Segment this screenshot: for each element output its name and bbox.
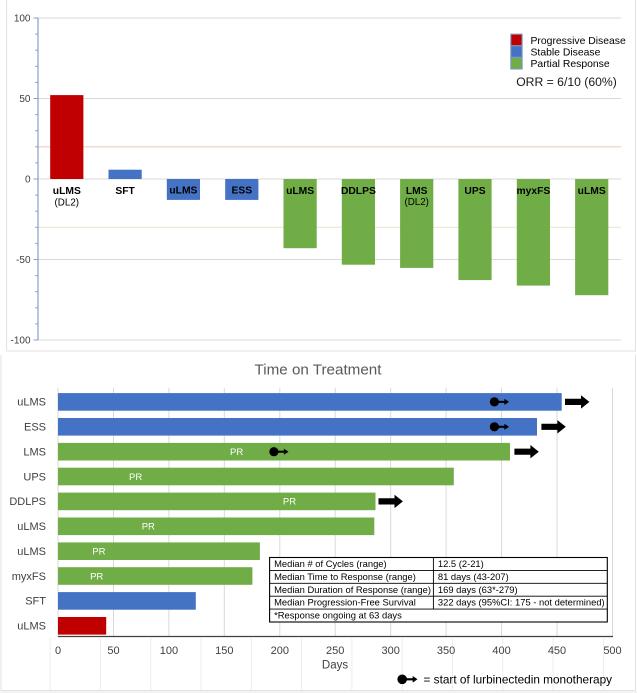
svg-text:350: 350 xyxy=(437,645,455,657)
svg-text:UPS: UPS xyxy=(464,186,485,197)
svg-text:uLMS: uLMS xyxy=(17,621,46,633)
svg-text:PR: PR xyxy=(129,472,142,483)
svg-text:500: 500 xyxy=(603,645,621,657)
svg-text:0: 0 xyxy=(55,645,61,657)
svg-text:-100: -100 xyxy=(10,336,30,347)
svg-text:12.5 (2-21): 12.5 (2-21) xyxy=(438,558,484,569)
svg-text:450: 450 xyxy=(548,645,566,657)
svg-text:uLMS: uLMS xyxy=(17,546,46,558)
svg-text:0: 0 xyxy=(25,175,31,186)
svg-text:uLMS: uLMS xyxy=(578,186,606,197)
svg-text:(DL2): (DL2) xyxy=(55,197,80,208)
svg-text:uLMS: uLMS xyxy=(17,397,46,409)
svg-text:uLMS: uLMS xyxy=(53,186,81,197)
svg-text:ORR = 6/10 (60%): ORR = 6/10 (60%) xyxy=(516,75,617,89)
svg-text:Median # of Cycles (range): Median # of Cycles (range) xyxy=(274,558,387,569)
svg-text:SFT: SFT xyxy=(115,186,135,197)
svg-text:UPS: UPS xyxy=(23,471,46,483)
svg-text:150: 150 xyxy=(215,645,233,657)
svg-text:*Response ongoing at 63 days: *Response ongoing at 63 days xyxy=(274,610,402,621)
svg-text:50: 50 xyxy=(107,645,119,657)
svg-text:PR: PR xyxy=(92,547,105,558)
svg-text:81 days (43-207): 81 days (43-207) xyxy=(438,571,509,582)
svg-text:400: 400 xyxy=(492,645,510,657)
svg-text:(DL2): (DL2) xyxy=(404,197,429,208)
svg-text:myxFS: myxFS xyxy=(12,571,46,583)
svg-text:100: 100 xyxy=(160,645,178,657)
svg-text:Progressive Disease: Progressive Disease xyxy=(531,36,627,47)
svg-text:PR: PR xyxy=(230,447,243,458)
svg-text:ESS: ESS xyxy=(24,422,46,434)
svg-text:-50: -50 xyxy=(16,255,31,266)
svg-text:169 days (63*-279): 169 days (63*-279) xyxy=(438,584,518,595)
svg-text:250: 250 xyxy=(326,645,344,657)
svg-text:Partial Response: Partial Response xyxy=(531,59,610,70)
svg-text:PR: PR xyxy=(90,571,103,582)
svg-text:200: 200 xyxy=(271,645,289,657)
svg-text:50: 50 xyxy=(19,94,31,105)
svg-text:Median Progression-Free Surviv: Median Progression-Free Survival xyxy=(274,597,416,608)
svg-text:uLMS: uLMS xyxy=(286,186,314,197)
svg-text:myxFS: myxFS xyxy=(517,186,551,197)
svg-text:PR: PR xyxy=(142,522,155,533)
svg-text:Median Time to Response (range: Median Time to Response (range) xyxy=(274,571,416,582)
svg-text:DDLPS: DDLPS xyxy=(9,496,46,508)
svg-text:322 days (95%CI: 175 - not det: 322 days (95%CI: 175 - not determined) xyxy=(438,597,605,608)
svg-text:SFT: SFT xyxy=(25,596,46,608)
svg-text:Days: Days xyxy=(322,660,348,672)
svg-text:Median Duration of Response (r: Median Duration of Response (range) xyxy=(274,584,431,595)
svg-text:LMS: LMS xyxy=(406,186,428,197)
svg-text:DDLPS: DDLPS xyxy=(341,186,376,197)
svg-text:uLMS: uLMS xyxy=(17,521,46,533)
svg-text:Time on Treatment: Time on Treatment xyxy=(255,361,383,378)
svg-text:LMS: LMS xyxy=(23,447,46,459)
svg-text:= start of lurbinectedin monot: = start of lurbinectedin monotherapy xyxy=(424,673,613,687)
svg-text:Stable Disease: Stable Disease xyxy=(531,48,601,59)
svg-text:uLMS: uLMS xyxy=(169,186,197,197)
svg-text:PR: PR xyxy=(283,497,296,508)
svg-text:100: 100 xyxy=(14,14,31,25)
svg-text:ESS: ESS xyxy=(231,186,252,197)
svg-text:300: 300 xyxy=(382,645,400,657)
